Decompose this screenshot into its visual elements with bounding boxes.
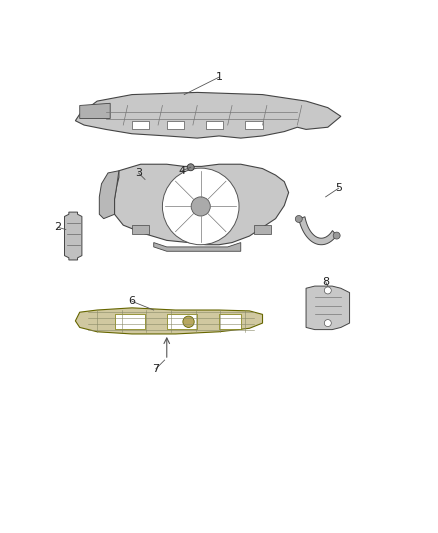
Polygon shape	[154, 243, 241, 251]
Polygon shape	[75, 92, 341, 138]
Polygon shape	[132, 225, 149, 234]
Polygon shape	[64, 212, 82, 260]
Circle shape	[183, 316, 194, 327]
Text: 8: 8	[322, 277, 329, 287]
Polygon shape	[80, 103, 110, 118]
Circle shape	[162, 168, 239, 245]
Text: 1: 1	[215, 72, 223, 82]
Text: 6: 6	[128, 296, 135, 306]
Text: 5: 5	[335, 183, 342, 193]
Circle shape	[324, 287, 331, 294]
Text: 4: 4	[178, 166, 186, 176]
Polygon shape	[167, 120, 184, 130]
Circle shape	[333, 232, 340, 239]
Circle shape	[324, 320, 331, 327]
Polygon shape	[299, 217, 337, 245]
Circle shape	[191, 197, 210, 216]
Polygon shape	[206, 120, 223, 130]
Polygon shape	[115, 313, 145, 329]
Circle shape	[187, 164, 194, 171]
Polygon shape	[99, 171, 119, 219]
Polygon shape	[115, 164, 289, 245]
Polygon shape	[245, 120, 262, 130]
Text: 7: 7	[152, 364, 159, 374]
Polygon shape	[219, 313, 241, 329]
Polygon shape	[306, 286, 350, 329]
Polygon shape	[167, 313, 197, 329]
Polygon shape	[75, 308, 262, 334]
Polygon shape	[132, 120, 149, 130]
Text: 3: 3	[135, 168, 142, 178]
Text: 2: 2	[54, 222, 61, 232]
Circle shape	[295, 215, 302, 222]
Polygon shape	[254, 225, 271, 234]
